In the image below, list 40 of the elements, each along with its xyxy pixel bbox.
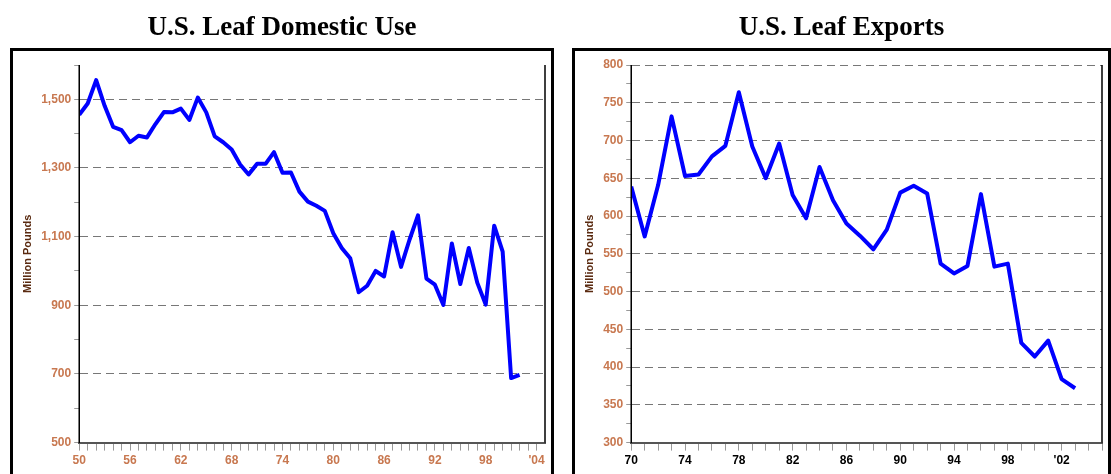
chart-title: U.S. Leaf Exports	[737, 10, 946, 43]
x-tick-label: 74	[678, 453, 693, 468]
x-tick-label: 56	[123, 453, 138, 468]
y-tick-label: 700	[51, 366, 72, 381]
y-axis-title: Million Pounds	[582, 214, 595, 293]
y-tick-label: 800	[603, 57, 624, 72]
x-tick-label: 86	[377, 453, 392, 468]
x-tick-label: 62	[174, 453, 188, 468]
x-tick-label: 94	[947, 453, 962, 468]
x-tick-label: 86	[839, 453, 854, 468]
y-tick-label: 350	[603, 397, 624, 412]
x-tick-label: 68	[224, 453, 239, 468]
x-tick-label: 98	[1001, 453, 1015, 468]
y-tick-label: 900	[51, 297, 72, 312]
y-tick-label: 1,500	[41, 91, 72, 106]
y-tick-label: 650	[603, 170, 624, 185]
x-tick-label: 98	[479, 453, 493, 468]
y-tick-label: 500	[51, 434, 72, 449]
x-tick-label: 74	[275, 453, 290, 468]
y-axis-title: Million Pounds	[20, 214, 33, 293]
y-tick-label: 300	[603, 434, 624, 449]
y-tick-label: 400	[603, 359, 624, 374]
y-tick-label: 1,300	[41, 160, 72, 175]
x-tick-label: 92	[428, 453, 442, 468]
y-tick-label: 700	[603, 132, 624, 147]
y-tick-label: 550	[603, 246, 624, 261]
x-tick-label: 90	[893, 453, 908, 468]
x-tick-label: '04	[528, 453, 545, 468]
x-tick-label: 50	[72, 453, 87, 468]
x-tick-label: 80	[326, 453, 341, 468]
y-tick-label: 450	[603, 321, 624, 336]
y-tick-label: 600	[603, 208, 624, 223]
y-tick-label: 1,100	[41, 228, 72, 243]
x-tick-label: 70	[624, 453, 639, 468]
x-tick-label: '02	[1053, 453, 1071, 468]
y-tick-label: 500	[603, 283, 624, 298]
y-tick-label: 750	[603, 95, 624, 110]
chart-title: U.S. Leaf Domestic Use	[146, 10, 418, 43]
x-tick-label: 82	[785, 453, 800, 468]
x-tick-label: 78	[732, 453, 746, 468]
